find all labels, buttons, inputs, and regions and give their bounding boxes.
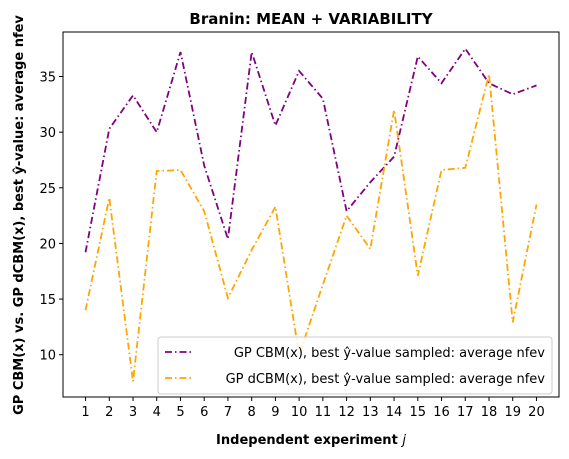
- plot-area: [84, 47, 538, 382]
- x-tick-label: 4: [153, 405, 161, 420]
- x-tick-label: 2: [105, 405, 113, 420]
- chart-title: Branin: MEAN + VARIABILITY: [189, 10, 433, 28]
- x-tick-label: 8: [248, 405, 256, 420]
- y-tick-label: 25: [39, 182, 56, 197]
- x-tick-label: 15: [410, 405, 427, 420]
- y-axis-label: GP CBM(x) vs. GP dCBM(x), best ŷ-value: …: [12, 15, 27, 415]
- legend: GP CBM(x), best ŷ-value sampled: average…: [157, 336, 553, 395]
- legend-label-dcbm: GP dCBM(x), best ŷ-value sampled: averag…: [226, 372, 546, 387]
- y-axis: 10 15 20 25 30 35: [39, 71, 63, 364]
- x-tick-label: 9: [271, 405, 279, 420]
- x-tick-label: 16: [433, 405, 450, 420]
- x-tick-label: 5: [176, 405, 184, 420]
- y-tick-label: 10: [39, 349, 56, 364]
- x-tick-label: 20: [528, 405, 545, 420]
- series-line-dcbm: [84, 74, 538, 382]
- x-axis-label-variable: j: [400, 433, 406, 448]
- x-axis-label: Independent experiment j: [216, 433, 406, 448]
- x-tick-label: 6: [200, 405, 208, 420]
- legend-box: [157, 336, 553, 395]
- x-tick-label: 14: [386, 405, 403, 420]
- x-tick-label: 12: [338, 405, 355, 420]
- plot-frame: [62, 31, 560, 398]
- y-tick-label: 35: [39, 71, 56, 86]
- x-tick-label: 18: [481, 405, 498, 420]
- legend-label-cbm: GP CBM(x), best ŷ-value sampled: average…: [234, 346, 545, 361]
- y-tick-label: 15: [39, 293, 56, 308]
- x-axis-label-text: Independent experiment: [216, 433, 402, 448]
- y-tick-label: 20: [39, 237, 56, 252]
- series-line-cbm: [84, 47, 537, 253]
- x-tick-label: 17: [457, 405, 474, 420]
- x-tick-label: 1: [81, 405, 89, 420]
- x-tick-label: 19: [504, 405, 521, 420]
- x-tick-label: 10: [291, 405, 308, 420]
- x-tick-label: 3: [129, 405, 137, 420]
- x-tick-label: 11: [315, 405, 332, 420]
- x-tick-label: 13: [362, 405, 379, 420]
- x-tick-label: 7: [224, 405, 232, 420]
- x-axis: 1 2 3 4 5 6 7 8 9 10 11 12 13 14 15 16 17 18 19 20: [81, 397, 545, 420]
- y-tick-label: 30: [39, 126, 56, 141]
